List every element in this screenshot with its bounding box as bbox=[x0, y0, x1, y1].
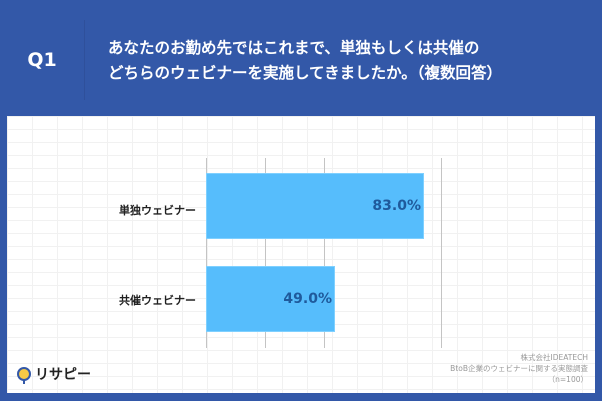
question-title: あなたのお勤め先ではこれまで、単独もしくは共催の どちらのウェビナーを実施してき… bbox=[108, 39, 503, 82]
source-note: 株式会社IDEATECH BtoB企業のウェビナーに関する実態調査 （n=100… bbox=[450, 352, 588, 385]
bar-single-webinar: 83.0% bbox=[206, 173, 424, 239]
logo-text: リサピー bbox=[35, 367, 91, 383]
chart-panel bbox=[7, 116, 595, 393]
category-label: 単独ウェビナー bbox=[119, 204, 196, 217]
bar-co-hosted-webinar: 49.0% bbox=[206, 266, 335, 332]
divider bbox=[84, 20, 85, 100]
value-label: 83.0% bbox=[372, 198, 421, 214]
pin-icon bbox=[17, 367, 31, 384]
gridline bbox=[324, 158, 325, 348]
gridline bbox=[441, 158, 442, 348]
category-label: 共催ウェビナー bbox=[119, 294, 196, 307]
source-company: 株式会社IDEATECH bbox=[520, 353, 588, 362]
value-label: 49.0% bbox=[283, 291, 332, 307]
gridline bbox=[265, 158, 266, 348]
question-number: Q1 bbox=[27, 49, 57, 71]
source-sample-size: （n=100） bbox=[547, 375, 588, 384]
gridline bbox=[206, 158, 207, 348]
source-survey: BtoB企業のウェビナーに関する実態調査 bbox=[450, 364, 588, 373]
logo: リサピー bbox=[17, 364, 91, 384]
